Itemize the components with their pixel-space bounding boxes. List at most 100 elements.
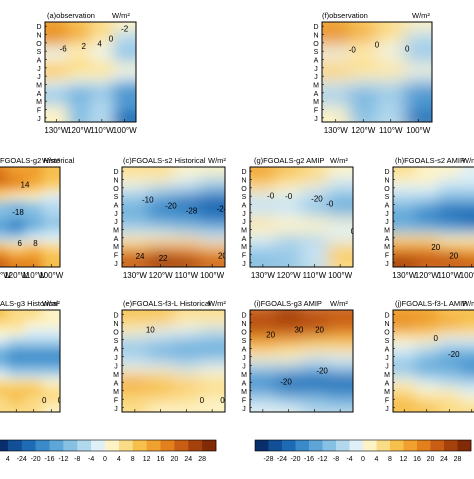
month-tick-label: A: [242, 236, 247, 243]
colorbar-tick-label: -4: [346, 456, 352, 463]
heatmap-cell: [438, 175, 461, 184]
month-tick-label: D: [36, 24, 41, 31]
month-tick-label: S: [37, 49, 42, 56]
month-tick-label: J: [114, 406, 118, 413]
month-tick-label: O: [113, 186, 119, 193]
month-tick-label: M: [113, 228, 119, 235]
colorbar-swatch: [377, 440, 391, 451]
colorbar-swatch: [105, 440, 119, 451]
month-tick-label: M: [384, 228, 390, 235]
colorbar-tick-label: 28: [454, 456, 462, 463]
heatmap-cell: [68, 64, 91, 73]
month-tick-label: J: [242, 261, 246, 268]
heatmap-cell: [8, 395, 26, 404]
heatmap-cell: [461, 242, 474, 251]
heatmap-cell: [8, 387, 26, 396]
heatmap-cell: [416, 175, 439, 184]
colorbar-tick-label: 20: [427, 456, 435, 463]
month-tick-label: M: [313, 99, 319, 106]
colorbar-tick-label: -8: [333, 456, 339, 463]
colorbar-tick-label: -4: [88, 456, 94, 463]
unit-label: W/m²: [112, 11, 130, 20]
colorbar-tick-label: 20: [170, 456, 178, 463]
heatmap-cell: [276, 175, 302, 184]
month-tick-label: D: [241, 169, 246, 176]
heatmap-cell: [68, 55, 91, 64]
panel-title: (c)FGOALS-s2 Historical: [123, 156, 206, 165]
heatmap-cell: [0, 344, 8, 353]
month-tick-label: J: [114, 219, 118, 226]
contour-label: -20: [311, 195, 323, 204]
heatmap-cell: [8, 327, 26, 336]
lon-tick-label: 120°W: [277, 271, 302, 280]
month-tick-label: M: [36, 83, 42, 90]
heatmap-cell: [416, 225, 439, 234]
heatmap-cell: [174, 217, 200, 226]
month-tick-label: J: [242, 219, 246, 226]
contour-label: -20: [280, 377, 292, 386]
colorbar-swatch: [363, 440, 377, 451]
heatmap-cell: [350, 72, 378, 81]
heatmap-cell: [438, 370, 461, 379]
month-tick-label: J: [37, 66, 41, 73]
contour-label: -2: [121, 25, 129, 34]
month-tick-label: M: [113, 372, 119, 379]
heatmap-cell: [438, 395, 461, 404]
heatmap-cell: [91, 55, 114, 64]
lon-tick-label: 110°W: [437, 271, 461, 280]
heatmap-cell: [8, 319, 26, 328]
colorbar-swatch: [336, 440, 350, 451]
heatmap-cell: [8, 225, 26, 234]
heatmap-cell: [350, 30, 378, 39]
colorbar-swatch: [50, 440, 64, 451]
panel-title: (a)observation: [47, 11, 95, 20]
panel-fgoals-s2-amip: 2020JFMAMJJASOND130°W120°W110°W100°W(h)F…: [371, 156, 474, 280]
heatmap-cell: [302, 344, 328, 353]
heatmap-cell: [174, 234, 200, 243]
month-tick-label: A: [37, 91, 42, 98]
contour-label: 0: [405, 45, 410, 54]
month-tick-label: J: [314, 74, 318, 81]
month-tick-label: M: [384, 372, 390, 379]
heatmap-cell: [0, 217, 8, 226]
heatmap-cell: [148, 361, 174, 370]
colorbar-swatch: [296, 440, 310, 451]
month-tick-label: A: [242, 203, 247, 210]
colorbar-tick-label: 16: [157, 456, 165, 463]
colorbar-swatch: [0, 440, 8, 451]
heatmap-cell: [25, 217, 43, 226]
colorbar-swatch: [309, 440, 323, 451]
contour-label: 0: [200, 396, 205, 405]
colorbar-tick-label: -12: [317, 456, 327, 463]
heatmap-cell: [461, 250, 474, 259]
heatmap-cell: [377, 97, 405, 106]
month-tick-label: A: [114, 236, 119, 243]
colorbar-swatch: [8, 440, 22, 451]
heatmap-cell: [148, 225, 174, 234]
month-tick-label: J: [242, 406, 246, 413]
heatmap-cell: [302, 209, 328, 218]
colorbar-swatch: [444, 440, 458, 451]
contour-label: 0: [375, 41, 380, 50]
heatmap-cell: [276, 234, 302, 243]
heatmap-cell: [25, 192, 43, 201]
unit-label: W/m²: [208, 156, 226, 165]
heatmap-cell: [302, 175, 328, 184]
heatmap-cell: [377, 30, 405, 39]
colorbar-swatch: [77, 440, 91, 451]
heatmap-cell: [148, 387, 174, 396]
heatmap-cell: [438, 225, 461, 234]
heatmap-cell: [174, 319, 200, 328]
month-tick-label: J: [385, 211, 389, 218]
lon-tick-label: 110°W: [175, 271, 199, 280]
heatmap-cell: [0, 336, 8, 345]
month-tick-label: F: [37, 108, 41, 115]
heatmap-cell: [0, 395, 8, 404]
month-tick-label: N: [384, 178, 389, 185]
month-tick-label: M: [241, 228, 247, 235]
